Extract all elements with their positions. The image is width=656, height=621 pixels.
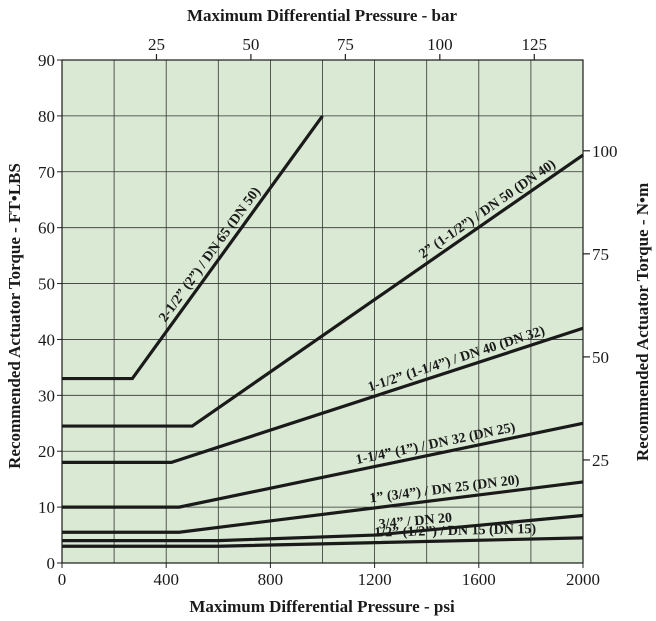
- y-tick-label: 40: [38, 330, 55, 349]
- grid-lines: [62, 60, 583, 563]
- top-tick-label: 100: [427, 35, 453, 54]
- top-axis-title: Maximum Differential Pressure - bar: [187, 6, 458, 25]
- y-tick-label: 0: [47, 554, 56, 573]
- series-label: 3/4” / DN 20: [378, 511, 453, 533]
- series-line: [62, 536, 584, 548]
- right-tick-label: 50: [592, 348, 609, 367]
- series-line: [62, 480, 584, 534]
- x-tick-label: 1600: [462, 570, 496, 589]
- series-line: [62, 513, 584, 543]
- y-tick-label: 10: [38, 498, 55, 517]
- series-line: [62, 153, 584, 428]
- y-tick-label: 90: [38, 51, 55, 70]
- x-axis-title: Maximum Differential Pressure - psi: [189, 597, 455, 616]
- right-tick-label: 75: [592, 245, 609, 264]
- series-lines: [62, 114, 584, 548]
- right-tick-label: 100: [592, 142, 618, 161]
- top-tick-label: 75: [337, 35, 354, 54]
- y-tick-label: 70: [38, 163, 55, 182]
- x-tick-label: 0: [58, 570, 67, 589]
- right-tick-label: 25: [592, 451, 609, 470]
- series-label: 1/2” (1/2”) / DN 15 (DN 15): [374, 522, 536, 541]
- x-tick-label: 1200: [358, 570, 392, 589]
- top-tick-label: 50: [242, 35, 259, 54]
- top-tick-label: 125: [522, 35, 548, 54]
- y-tick-label: 50: [38, 275, 55, 294]
- y-axis-title-right: Recommended Actuator Torque - N•m: [633, 183, 652, 461]
- y-tick-label: 60: [38, 219, 55, 238]
- axis-ticks: 0 400 800 1200 1600 2000 0 10 20 30 40 50 60 70 80 90 25…: [38, 35, 618, 589]
- series-line: [62, 114, 324, 381]
- series-line: [62, 326, 584, 464]
- x-tick-label: 800: [258, 570, 284, 589]
- y-tick-label: 20: [38, 442, 55, 461]
- plot-frame: [61, 59, 584, 564]
- top-tick-label: 25: [148, 35, 165, 54]
- y-axis-title-left: Recommended Actuator Torque - FT•LBS: [5, 163, 24, 469]
- y-tick-label: 80: [38, 107, 55, 126]
- x-tick-label: 2000: [566, 570, 600, 589]
- x-tick-label: 400: [153, 570, 179, 589]
- y-tick-label: 30: [38, 386, 55, 405]
- series-line: [62, 421, 584, 509]
